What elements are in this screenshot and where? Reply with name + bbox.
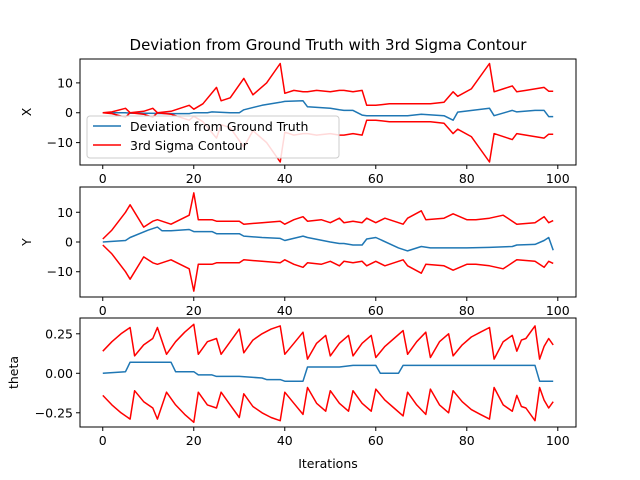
- y-tick-label: −10: [47, 135, 73, 150]
- x-tick-label: 40: [277, 433, 293, 448]
- x-tick-label: 0: [99, 171, 107, 186]
- legend-entry: 3rd Sigma Contour: [130, 138, 249, 153]
- y-tick-label: 10: [57, 75, 73, 90]
- series-line-deviation: [102, 226, 554, 252]
- y-tick-label: 0: [65, 235, 73, 250]
- subplot-2: 0 20 40 60 80 100 −10 0 10 Y: [19, 186, 577, 318]
- y-tick-label: −0.25: [35, 405, 73, 420]
- x-tick-label: 80: [459, 433, 475, 448]
- x-tick-label: 20: [186, 303, 202, 318]
- x-tick-label: 100: [546, 433, 570, 448]
- legend-entry: Deviation from Ground Truth: [130, 119, 308, 134]
- y-tick-label: 0: [65, 105, 73, 120]
- series-line-sigma-upper: [102, 62, 554, 114]
- x-tick-label: 60: [368, 303, 384, 318]
- legend: Deviation from Ground Truth 3rd Sigma Con…: [86, 115, 340, 159]
- series-line-deviation: [102, 361, 554, 382]
- x-tick-label: 20: [186, 171, 202, 186]
- chart-title: Deviation from Ground Truth with 3rd Sig…: [130, 36, 528, 54]
- series-line-sigma-upper: [102, 192, 554, 240]
- subplot-3: 0 20 40 60 80 100 −0.25 0.00 0.25 theta: [6, 317, 577, 448]
- series-line-deviation: [102, 100, 554, 121]
- x-tick-label: 0: [99, 303, 107, 318]
- x-tick-label: 20: [186, 433, 202, 448]
- x-tick-label: 60: [368, 433, 384, 448]
- x-tick-label: 80: [459, 171, 475, 186]
- subplot-1: 0 20 40 60 80 100 −10 0 10 X Deviation from Ground…: [19, 58, 577, 186]
- series-line-sigma-lower: [102, 244, 554, 292]
- x-tick-label: 40: [277, 171, 293, 186]
- x-tick-label: 80: [459, 303, 475, 318]
- axes-frame: [79, 317, 577, 428]
- axes-frame: [79, 58, 577, 166]
- series-line-sigma-upper: [102, 323, 554, 360]
- y-tick-label: 0.25: [45, 326, 73, 341]
- y-tick-label: −10: [47, 264, 73, 279]
- legend-box: [86, 115, 340, 159]
- series-line-sigma-lower: [102, 386, 554, 424]
- x-tick-label: 0: [99, 433, 107, 448]
- y-axis-label: Y: [19, 238, 34, 247]
- x-tick-label: 40: [277, 303, 293, 318]
- y-tick-label: 10: [57, 205, 73, 220]
- x-tick-label: 60: [368, 171, 384, 186]
- y-tick-label: 0.00: [45, 366, 73, 381]
- y-axis-label: X: [19, 107, 34, 116]
- x-tick-label: 100: [546, 303, 570, 318]
- y-axis-label: theta: [6, 356, 21, 389]
- x-axis-label: Iterations: [298, 456, 358, 471]
- x-tick-label: 100: [546, 171, 570, 186]
